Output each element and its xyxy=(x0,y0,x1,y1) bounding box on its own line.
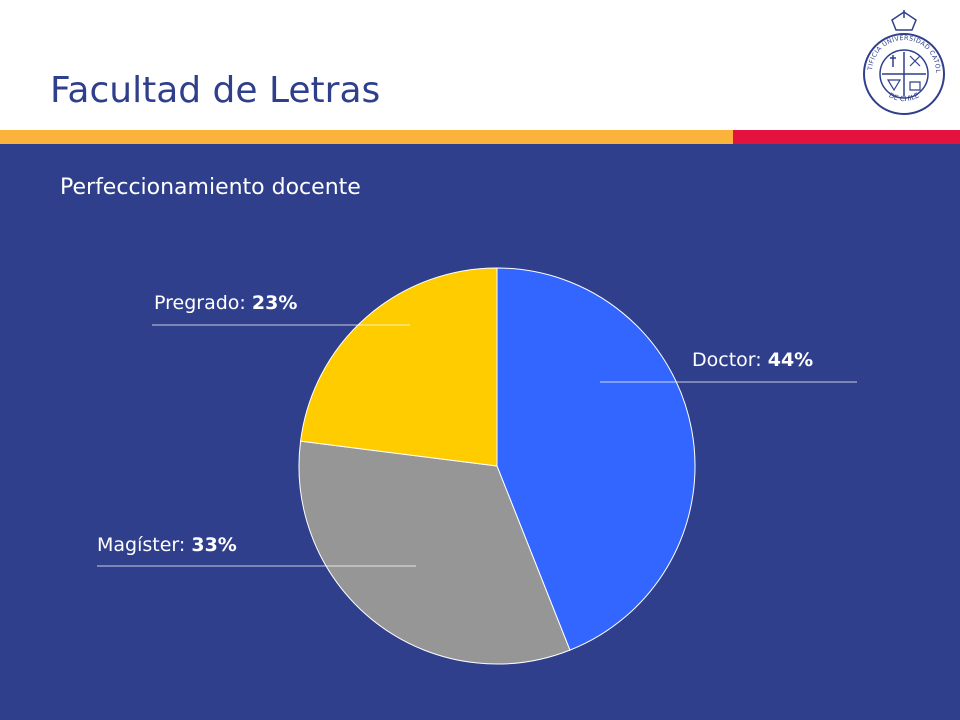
svg-text:Magíster: 33%: Magíster: 33% xyxy=(97,534,237,556)
pie-slice-pregrado xyxy=(300,267,498,467)
header-stripe-yellow xyxy=(0,130,733,144)
label-name-pregrado: Pregrado xyxy=(154,292,239,314)
slice-label-doctor: Doctor: 44% xyxy=(600,349,857,383)
pie-slice-magister xyxy=(298,440,571,665)
label-name-magister: Magíster xyxy=(97,534,179,556)
svg-text:Pregrado: 23%: Pregrado: 23% xyxy=(154,292,297,314)
svg-text:Doctor: 44%: Doctor: 44% xyxy=(692,349,813,371)
pie-slice-doctor xyxy=(496,267,696,651)
university-seal-icon: PONTIFICIA UNIVERSIDAD CATÓLICA DE CHILE xyxy=(862,10,945,115)
label-value-magister: 33% xyxy=(191,534,236,556)
pie-slices xyxy=(298,267,696,665)
chart-subtitle: Perfeccionamiento docente xyxy=(60,175,361,200)
slice-label-magister: Magíster: 33% xyxy=(97,534,416,567)
svg-text:DE CHILE: DE CHILE xyxy=(888,91,921,103)
label-name-doctor: Doctor xyxy=(692,349,756,371)
seal-text-bottom: DE CHILE xyxy=(888,91,921,103)
slice-label-pregrado: Pregrado: 23% xyxy=(152,292,410,326)
header-stripe-red xyxy=(733,130,960,144)
slide-header: Facultad de Letras PONTIFICIA UNIVERSIDA… xyxy=(0,0,960,130)
label-value-pregrado: 23% xyxy=(252,292,297,314)
slide-title: Facultad de Letras xyxy=(50,70,381,111)
label-value-doctor: 44% xyxy=(768,349,813,371)
